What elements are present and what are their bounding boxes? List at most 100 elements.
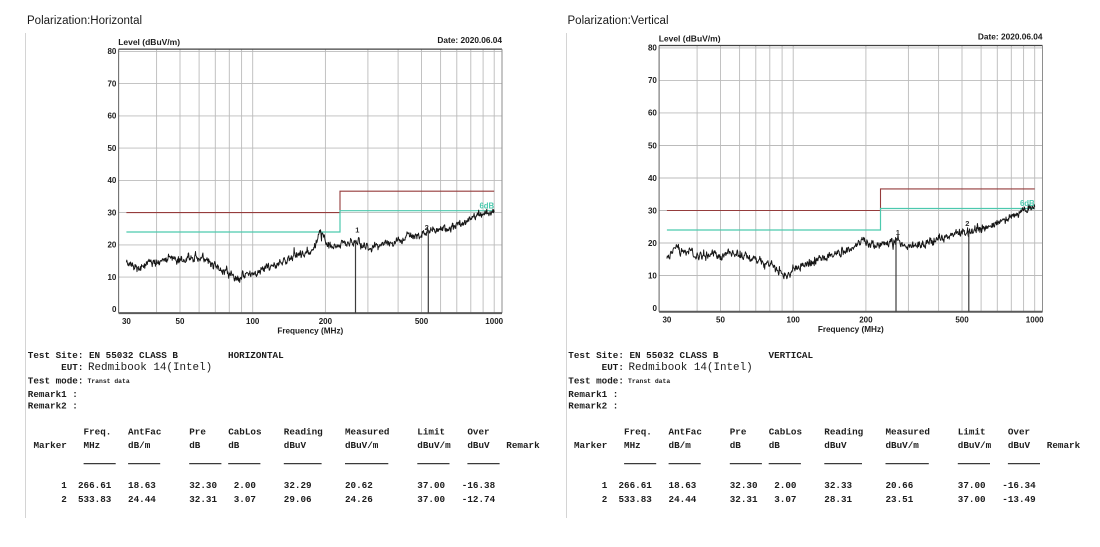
svg-text:266.61: 266.61 [619, 480, 653, 491]
svg-text:Frequency (MHz): Frequency (MHz) [277, 327, 343, 336]
svg-text:24.26: 24.26 [345, 494, 373, 505]
svg-text:Date: 2020.06.04: Date: 2020.06.04 [437, 35, 502, 45]
svg-text:60: 60 [107, 112, 116, 121]
svg-text:dBuV/m: dBuV/m [886, 440, 920, 451]
svg-text:Pre: Pre [189, 427, 206, 438]
svg-text:Transt data: Transt data [87, 378, 129, 385]
svg-text:30: 30 [107, 208, 116, 217]
svg-text:30: 30 [648, 206, 657, 215]
svg-text:100: 100 [787, 316, 801, 325]
svg-text:200: 200 [319, 317, 333, 326]
svg-text:Frequency (MHz): Frequency (MHz) [818, 325, 884, 334]
svg-text:70: 70 [107, 79, 116, 88]
svg-text:30: 30 [662, 316, 671, 325]
svg-text:23.51: 23.51 [886, 494, 914, 505]
svg-text:70: 70 [648, 76, 657, 85]
svg-text:40: 40 [648, 174, 657, 183]
svg-text:80: 80 [107, 47, 116, 56]
svg-text:50: 50 [648, 141, 657, 150]
svg-text:AntFac: AntFac [669, 427, 703, 438]
svg-text:Reading: Reading [284, 427, 323, 438]
svg-text:30: 30 [122, 317, 131, 326]
svg-text:100: 100 [246, 317, 260, 326]
svg-text:dBuV: dBuV [824, 440, 847, 451]
svg-text:-16.38: -16.38 [462, 480, 496, 491]
svg-text:Over: Over [467, 427, 489, 438]
svg-text:1000: 1000 [1026, 316, 1044, 325]
svg-text:3.07: 3.07 [774, 494, 796, 505]
svg-text:Remark: Remark [506, 440, 540, 451]
svg-text:24.44: 24.44 [669, 494, 697, 505]
svg-text:Test mode:: Test mode: [568, 376, 624, 387]
svg-text:CabLos: CabLos [228, 427, 261, 438]
svg-text:Polarization:Horizontal: Polarization:Horizontal [27, 15, 142, 27]
svg-text:29.06: 29.06 [284, 494, 312, 505]
svg-text:Over: Over [1008, 427, 1030, 438]
svg-text:Test Site: EN 55032 CLASS B: Test Site: EN 55032 CLASS B [28, 350, 179, 361]
svg-text:3.07: 3.07 [234, 494, 256, 505]
svg-text:0: 0 [652, 304, 657, 313]
svg-text:Measured: Measured [886, 427, 930, 438]
svg-text:dB: dB [189, 440, 201, 451]
svg-text:Level (dBuV/m): Level (dBuV/m) [659, 34, 721, 44]
svg-text:32.33: 32.33 [824, 480, 852, 491]
svg-text:37.00: 37.00 [417, 480, 445, 491]
svg-text:6dB: 6dB [479, 201, 494, 210]
svg-text:18.63: 18.63 [128, 480, 156, 491]
svg-text:50: 50 [716, 316, 725, 325]
svg-text:CabLos: CabLos [769, 427, 802, 438]
svg-text:Remark2 :: Remark2 : [28, 400, 78, 411]
svg-text:dB/m: dB/m [669, 440, 692, 451]
svg-text:10: 10 [107, 273, 116, 282]
svg-text:dBuV/m: dBuV/m [417, 440, 451, 451]
svg-text:1: 1 [896, 228, 900, 237]
svg-text:2.00: 2.00 [234, 480, 257, 491]
svg-text:Reading: Reading [824, 427, 863, 438]
svg-text:Polarization:Vertical: Polarization:Vertical [568, 15, 669, 27]
svg-text:Freq.: Freq. [624, 427, 652, 438]
svg-text:Remark: Remark [1047, 440, 1081, 451]
svg-text:32.30: 32.30 [189, 480, 217, 491]
svg-text:dB: dB [228, 440, 240, 451]
svg-text:1: 1 [61, 480, 67, 491]
svg-text:dBuV: dBuV [1008, 440, 1031, 451]
svg-text:533.83: 533.83 [78, 494, 112, 505]
svg-text:533.83: 533.83 [619, 494, 653, 505]
svg-text:Redmibook 14(Intel): Redmibook 14(Intel) [628, 362, 752, 374]
svg-text:20.62: 20.62 [345, 480, 373, 491]
svg-text:VERTICAL: VERTICAL [769, 350, 814, 361]
svg-text:MHz: MHz [624, 440, 641, 451]
svg-text:2: 2 [61, 494, 67, 505]
svg-text:1000: 1000 [485, 317, 503, 326]
svg-text:20: 20 [107, 241, 116, 250]
svg-text:Limit: Limit [417, 427, 445, 438]
svg-text:500: 500 [955, 316, 969, 325]
svg-text:6dB: 6dB [1020, 199, 1035, 208]
svg-text:Pre: Pre [730, 427, 747, 438]
svg-text:Transt data: Transt data [628, 378, 670, 385]
svg-text:Remark1 :: Remark1 : [568, 389, 618, 400]
svg-text:20: 20 [648, 239, 657, 248]
svg-text:dBuV/m: dBuV/m [345, 440, 379, 451]
svg-text:40: 40 [107, 176, 116, 185]
svg-text:20.66: 20.66 [886, 480, 914, 491]
svg-text:Freq.: Freq. [84, 427, 112, 438]
svg-text:60: 60 [648, 109, 657, 118]
svg-text:37.00: 37.00 [417, 494, 445, 505]
svg-text:Marker: Marker [34, 440, 67, 451]
svg-text:500: 500 [415, 317, 429, 326]
svg-text:Marker: Marker [574, 440, 607, 451]
svg-text:37.00: 37.00 [958, 480, 986, 491]
svg-text:18.63: 18.63 [669, 480, 697, 491]
svg-text:-16.34: -16.34 [1002, 480, 1036, 491]
svg-text:Level (dBuV/m): Level (dBuV/m) [118, 37, 180, 47]
svg-text:32.31: 32.31 [730, 494, 758, 505]
svg-text:-12.74: -12.74 [462, 494, 496, 505]
svg-text:2: 2 [602, 494, 608, 505]
svg-text:2.00: 2.00 [774, 480, 797, 491]
svg-text:dB: dB [769, 440, 781, 451]
svg-text:MHz: MHz [84, 440, 101, 451]
svg-text:1: 1 [355, 226, 359, 235]
svg-text:dB: dB [730, 440, 742, 451]
svg-text:Remark1 :: Remark1 : [28, 389, 78, 400]
